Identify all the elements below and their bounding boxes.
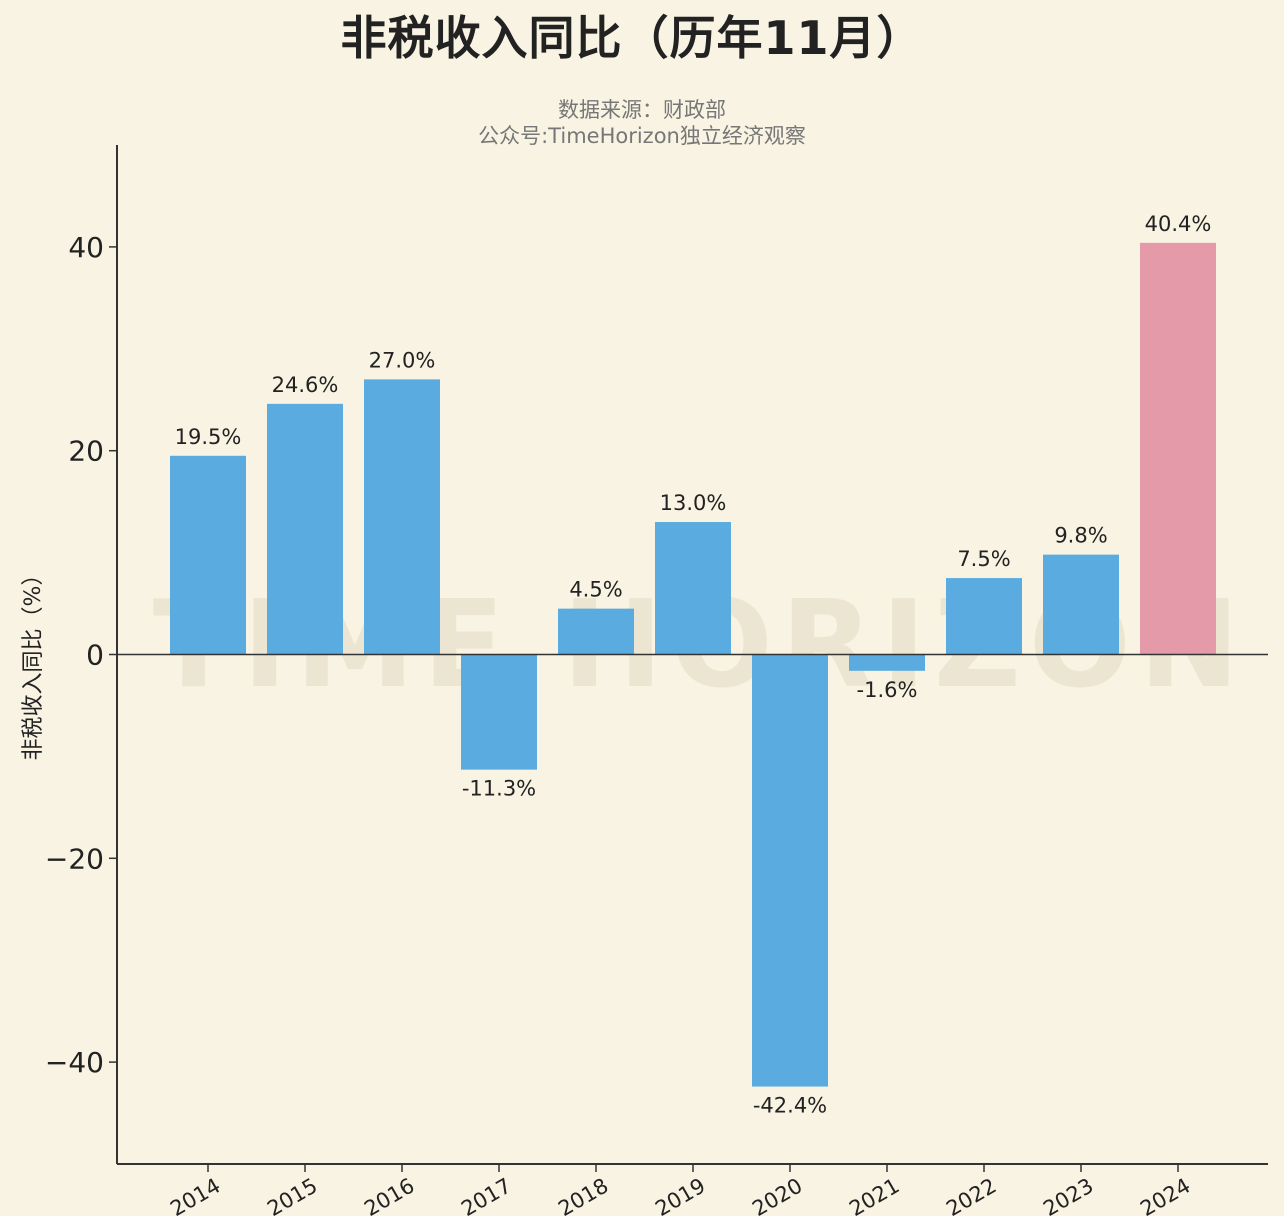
bar-2020 [752,654,828,1087]
x-tick-label-2024: 2024 [1136,1174,1194,1216]
bar-2015 [267,403,343,655]
bar-2023 [1043,554,1119,655]
x-tick-label-2016: 2016 [360,1174,418,1216]
x-tick-label-2015: 2015 [263,1174,321,1216]
x-tick-label-2014: 2014 [166,1174,224,1216]
chart-source: 数据来源：财政部 [558,98,726,122]
data-label-2019: 13.0% [660,491,727,515]
bar-2016 [364,379,440,655]
data-label-2021: -1.6% [857,678,918,702]
data-label-2015: 24.6% [272,373,339,397]
x-tick-label-2023: 2023 [1039,1174,1097,1216]
y-tick-label-40: 40 [68,231,104,264]
y-axis-label: 非税收入同比（%） [21,564,46,761]
data-label-2020: -42.4% [753,1094,827,1118]
bar-2021 [849,654,925,671]
x-tick-label-2020: 2020 [748,1174,806,1216]
x-tick-label-2019: 2019 [651,1174,709,1216]
bar-2017 [461,654,537,770]
data-label-2023: 9.8% [1054,524,1107,548]
chart-credit: 公众号:TimeHorizon独立经济观察 [478,124,806,148]
bar-2014 [170,455,246,655]
x-tick-label-2022: 2022 [942,1174,1000,1216]
data-label-2016: 27.0% [369,348,436,372]
y-tick-label--20: −20 [45,842,104,875]
bar-2018 [558,608,634,655]
x-tick-label-2021: 2021 [845,1174,903,1216]
data-label-2014: 19.5% [175,425,242,449]
data-label-2017: -11.3% [462,777,536,801]
chart-title: 非税收入同比（历年11月） [340,11,924,65]
bar-2019 [655,522,731,655]
data-label-2022: 7.5% [957,547,1010,571]
data-label-2018: 4.5% [569,578,622,602]
x-tick-label-2018: 2018 [554,1174,612,1216]
y-tick-label-20: 20 [68,435,104,468]
x-tick-label-2017: 2017 [457,1174,515,1216]
bar-2022 [946,578,1022,655]
data-label-2024: 40.4% [1145,212,1212,236]
y-tick-label--40: −40 [45,1046,104,1079]
y-tick-label-0: 0 [86,639,104,672]
bar-2024 [1140,242,1216,655]
